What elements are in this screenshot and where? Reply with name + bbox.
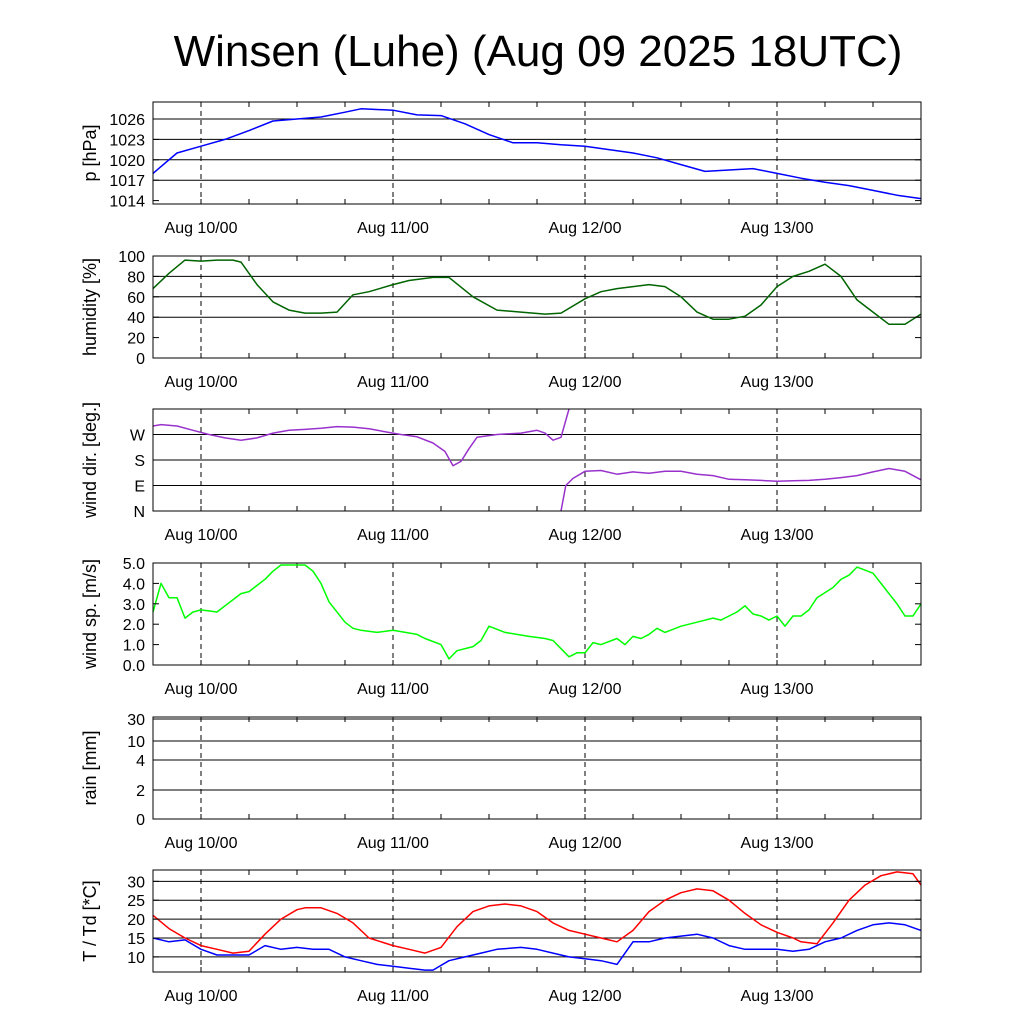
humidity-ytick-label: 40 bbox=[127, 310, 145, 327]
humidity-ytick-label: 0 bbox=[136, 351, 145, 368]
humidity-xtick-label: Aug 12/00 bbox=[549, 374, 622, 391]
temperature-xtick-label: Aug 11/00 bbox=[357, 988, 429, 1005]
humidity-xtick-label: Aug 11/00 bbox=[357, 374, 429, 391]
wind_speed-xtick-label: Aug 10/00 bbox=[165, 681, 238, 698]
panel-pressure: 1014 1017 1020 1023 1026 p [hPa] Aug 10/00 Aug … bbox=[80, 101, 922, 237]
humidity-xtick-label: Aug 10/00 bbox=[165, 374, 238, 391]
wind_speed-ytick-label: 2.0 bbox=[123, 617, 145, 634]
temperature-ytick-label: 25 bbox=[127, 893, 145, 910]
wind_speed-ytick-label: 0.0 bbox=[123, 658, 145, 675]
wind_speed-xtick-label: Aug 12/00 bbox=[549, 681, 622, 698]
panel-humidity: 0 20 40 60 80 100 humidity [%] Aug 10/00 Aug 11/… bbox=[80, 249, 922, 391]
wind_speed-xtick-label: Aug 13/00 bbox=[741, 681, 814, 698]
pressure-frame bbox=[152, 101, 922, 205]
temperature-ytick-label: 10 bbox=[127, 950, 145, 967]
series-dewpoint bbox=[152, 922, 922, 971]
series-wind_dir_a bbox=[152, 408, 570, 467]
pressure-xtick-label: Aug 11/00 bbox=[357, 220, 429, 237]
rain-ytick-label: 10 bbox=[127, 734, 145, 751]
rain-ytick-label: 2 bbox=[136, 783, 145, 800]
pressure-ytick-label: 1020 bbox=[109, 153, 145, 170]
panel-wind_speed: 0.0 1.0 2.0 3.0 4.0 5.0 wind sp. [m/s] Aug 10/0… bbox=[80, 556, 922, 698]
rain-xtick-label: Aug 12/00 bbox=[549, 835, 622, 852]
wind_dir-ytick-label: N bbox=[133, 504, 145, 521]
humidity-ytick-label: 60 bbox=[127, 290, 145, 307]
pressure-ytick-label: 1026 bbox=[109, 112, 145, 129]
temperature-ytick-label: 30 bbox=[127, 874, 145, 891]
pressure-ytick-label: 1014 bbox=[109, 194, 145, 211]
series-humidity bbox=[152, 259, 922, 326]
rain-ytick-label: 4 bbox=[136, 753, 145, 770]
rain-xtick-label: Aug 10/00 bbox=[165, 835, 238, 852]
temperature-axis-label: T / Td [*C] bbox=[80, 880, 100, 961]
wind_dir-xtick-label: Aug 10/00 bbox=[165, 527, 238, 544]
humidity-axis-label: humidity [%] bbox=[80, 258, 100, 356]
humidity-ytick-label: 20 bbox=[127, 331, 145, 348]
wind_dir-xtick-label: Aug 13/00 bbox=[741, 527, 814, 544]
temperature-xtick-label: Aug 12/00 bbox=[549, 988, 622, 1005]
rain-xtick-label: Aug 11/00 bbox=[357, 835, 429, 852]
temperature-frame bbox=[152, 869, 922, 973]
series-temperature bbox=[152, 871, 922, 954]
wind_speed-ytick-label: 3.0 bbox=[123, 597, 145, 614]
humidity-ytick-label: 100 bbox=[118, 249, 145, 266]
series-wind_dir_b bbox=[560, 467, 922, 512]
series-wind_speed bbox=[152, 564, 922, 660]
pressure-ytick-label: 1023 bbox=[109, 132, 145, 149]
wind_speed-frame bbox=[152, 562, 922, 666]
wind_dir-axis-label: wind dir. [deg.] bbox=[80, 402, 100, 519]
wind_speed-ytick-label: 5.0 bbox=[123, 556, 145, 573]
wind_speed-ytick-label: 4.0 bbox=[123, 576, 145, 593]
panel-rain: 0 2 4 10 30 rain [mm] Aug 10/00 Aug 11/00 Aug 12… bbox=[80, 712, 922, 852]
rain-axis-label: rain [mm] bbox=[80, 730, 100, 805]
wind_speed-xtick-label: Aug 11/00 bbox=[357, 681, 429, 698]
rain-ytick-label: 30 bbox=[127, 712, 145, 729]
temperature-xtick-label: Aug 10/00 bbox=[165, 988, 238, 1005]
humidity-xtick-label: Aug 13/00 bbox=[741, 374, 814, 391]
pressure-xtick-label: Aug 10/00 bbox=[165, 220, 238, 237]
wind_speed-axis-label: wind sp. [m/s] bbox=[80, 559, 100, 670]
panel-temperature: 10 15 20 25 30 T / Td [*C] Aug 10/00 Aug 11/00 A… bbox=[80, 869, 922, 1005]
rain-xtick-label: Aug 13/00 bbox=[741, 835, 814, 852]
humidity-ytick-label: 80 bbox=[127, 269, 145, 286]
pressure-axis-label: p [hPa] bbox=[80, 124, 100, 181]
wind_dir-ytick-label: E bbox=[134, 479, 145, 496]
wind_speed-ytick-label: 1.0 bbox=[123, 638, 145, 655]
wind_dir-ytick-label: S bbox=[134, 453, 145, 470]
wind_dir-ytick-label: W bbox=[130, 428, 146, 445]
chart-title: Winsen (Luhe) (Aug 09 2025 18UTC) bbox=[174, 27, 903, 76]
rain-ytick-label: 0 bbox=[136, 812, 145, 829]
temperature-ytick-label: 20 bbox=[127, 912, 145, 929]
series-pressure bbox=[152, 108, 922, 200]
wind_dir-xtick-label: Aug 12/00 bbox=[549, 527, 622, 544]
wind_dir-xtick-label: Aug 11/00 bbox=[357, 527, 429, 544]
humidity-frame bbox=[152, 255, 922, 359]
temperature-xtick-label: Aug 13/00 bbox=[741, 988, 814, 1005]
rain-frame bbox=[152, 716, 922, 820]
pressure-xtick-label: Aug 13/00 bbox=[741, 220, 814, 237]
pressure-ytick-label: 1017 bbox=[109, 173, 145, 190]
pressure-xtick-label: Aug 12/00 bbox=[549, 220, 622, 237]
temperature-ytick-label: 15 bbox=[127, 931, 145, 948]
